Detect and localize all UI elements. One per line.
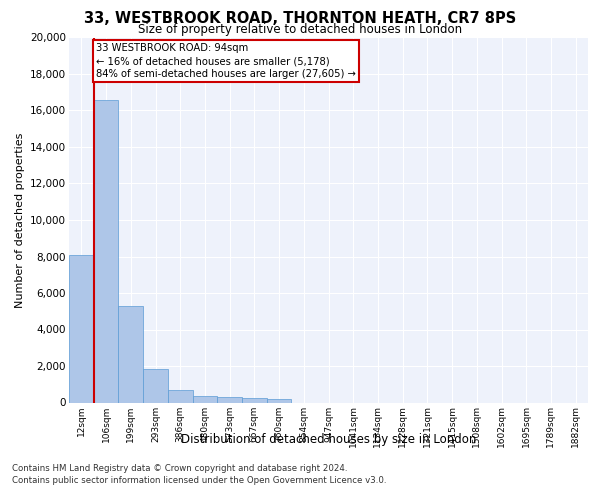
Bar <box>69 254 94 402</box>
Bar <box>143 368 168 402</box>
Text: Contains HM Land Registry data © Crown copyright and database right 2024.: Contains HM Land Registry data © Crown c… <box>12 464 347 473</box>
Bar <box>94 100 118 403</box>
Bar <box>217 397 242 402</box>
Text: Distribution of detached houses by size in London: Distribution of detached houses by size … <box>181 432 476 446</box>
Bar <box>193 396 217 402</box>
Bar <box>168 390 193 402</box>
Text: Contains public sector information licensed under the Open Government Licence v3: Contains public sector information licen… <box>12 476 386 485</box>
Bar <box>242 398 267 402</box>
Text: Size of property relative to detached houses in London: Size of property relative to detached ho… <box>138 22 462 36</box>
Bar <box>267 399 292 402</box>
Y-axis label: Number of detached properties: Number of detached properties <box>14 132 25 308</box>
Text: 33, WESTBROOK ROAD, THORNTON HEATH, CR7 8PS: 33, WESTBROOK ROAD, THORNTON HEATH, CR7 … <box>84 11 516 26</box>
Bar <box>118 306 143 402</box>
Text: 33 WESTBROOK ROAD: 94sqm
← 16% of detached houses are smaller (5,178)
84% of sem: 33 WESTBROOK ROAD: 94sqm ← 16% of detach… <box>95 43 356 80</box>
